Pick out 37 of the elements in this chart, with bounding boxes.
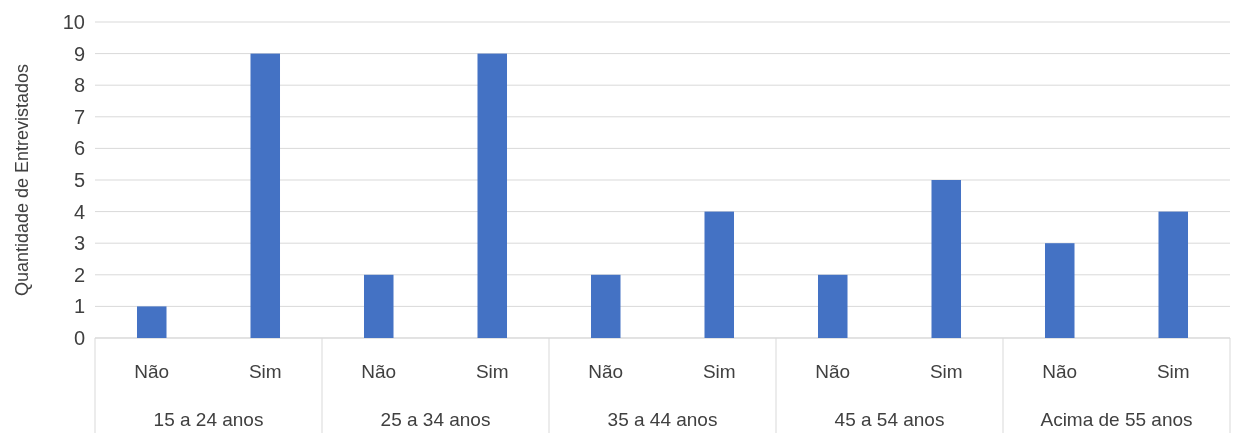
y-tick-label: 6 bbox=[73, 137, 85, 160]
bar bbox=[931, 180, 962, 338]
bar bbox=[704, 211, 735, 338]
bar bbox=[591, 274, 621, 338]
bar bbox=[477, 53, 508, 338]
text: 45 a 54 anos bbox=[834, 409, 945, 430]
x-tick-label: Não bbox=[588, 361, 624, 382]
bar bbox=[364, 274, 394, 338]
y-tick-label: 0 bbox=[73, 327, 85, 349]
x-tick-label: Sim bbox=[702, 361, 736, 382]
x-tick-label: Sim bbox=[248, 361, 282, 382]
y-tick-label: 7 bbox=[73, 105, 85, 128]
y-axis-title: Quantidade de Entrevistados bbox=[12, 63, 32, 297]
bar bbox=[250, 53, 281, 338]
bar bbox=[137, 306, 167, 338]
text: 15 a 24 anos bbox=[153, 409, 264, 430]
y-tick-label: 5 bbox=[73, 169, 85, 191]
text: Acima de 55 anos bbox=[1040, 409, 1193, 430]
x-tick-label: Não bbox=[361, 361, 397, 382]
x-tick-label: Não bbox=[1042, 361, 1078, 382]
x-tick-label: Sim bbox=[475, 361, 509, 382]
bar bbox=[1044, 243, 1075, 338]
text: 35 a 44 anos bbox=[607, 409, 718, 430]
x-tick-label: Não bbox=[815, 361, 851, 382]
y-tick-label: 1 bbox=[73, 295, 85, 318]
y-tick-label: 2 bbox=[73, 263, 85, 286]
x-tick-label: Não bbox=[134, 361, 170, 382]
y-tick-label: 4 bbox=[73, 200, 85, 223]
bar bbox=[1158, 211, 1188, 338]
x-tick-label: Sim bbox=[929, 361, 963, 382]
text: 25 a 34 anos bbox=[380, 409, 491, 430]
x-tick-label: Sim bbox=[1156, 361, 1190, 382]
y-tick-label: 8 bbox=[73, 74, 85, 97]
y-tick-label: 10 bbox=[62, 11, 85, 33]
y-tick-label: 3 bbox=[73, 232, 85, 255]
y-tick-label: 9 bbox=[73, 42, 85, 65]
bar bbox=[818, 274, 848, 338]
